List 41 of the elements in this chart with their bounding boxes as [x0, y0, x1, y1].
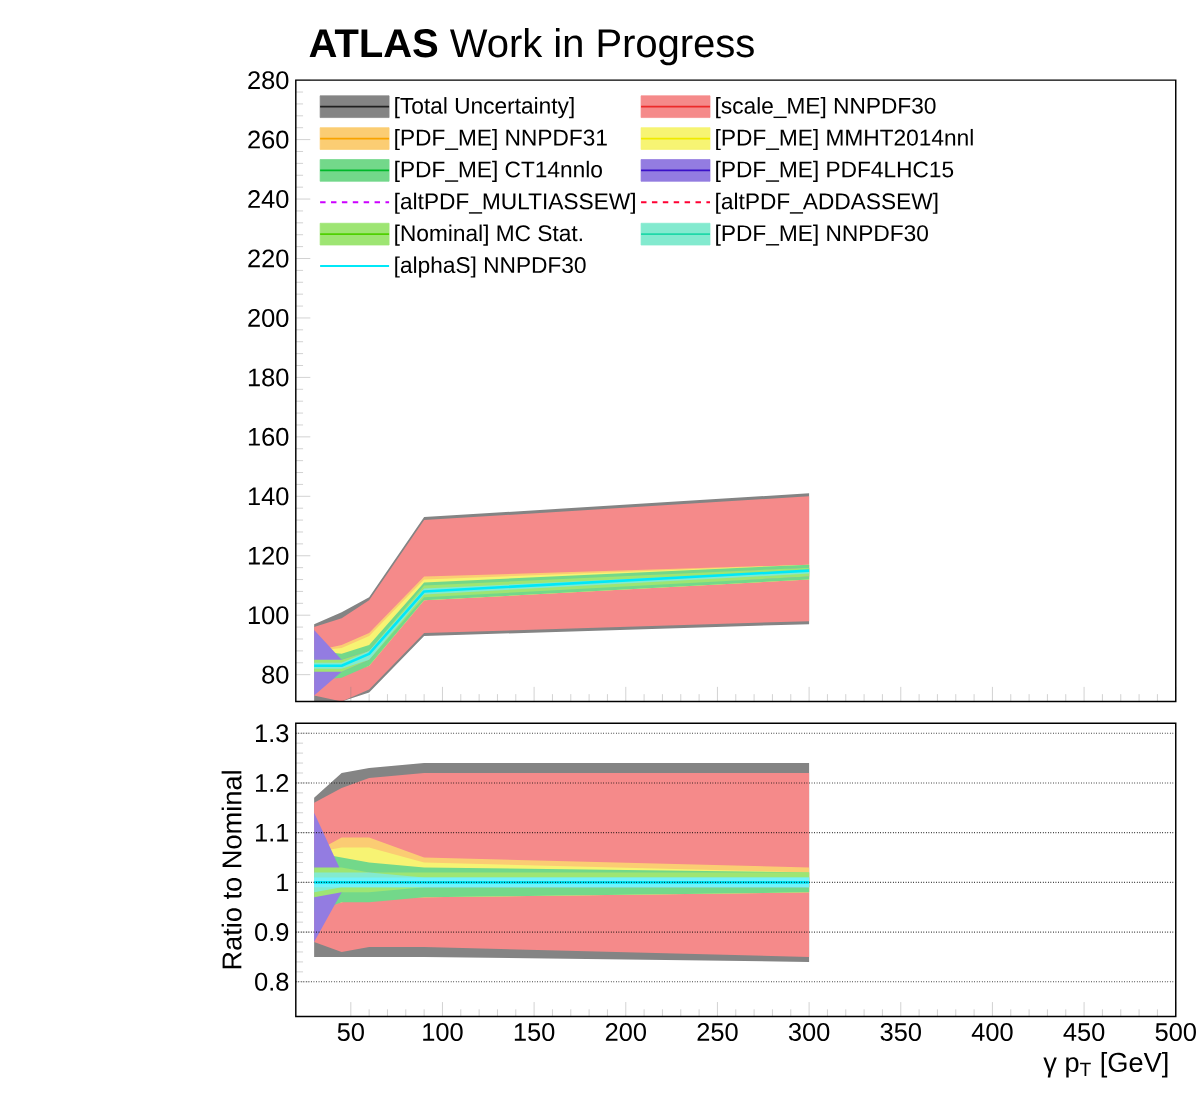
- x-tick-label: 100: [423, 1022, 463, 1041]
- y-tick-label: 0.9: [255, 923, 289, 942]
- x-axis-title: γ p$_{T}$ [GeV]: [1043, 1052, 1168, 1078]
- legend-label: [PDF_ME] NNPDF30: [716, 224, 928, 246]
- legend-label: [altPDF_MULTIASSEW]: [395, 192, 635, 214]
- y-tick-label: 280: [248, 71, 289, 90]
- y-tick-label: 1.1: [256, 823, 289, 842]
- y-axis-title: Ratio to Nominal: [221, 771, 242, 969]
- chart-title: ATLAS Work in Progress: [309, 27, 754, 66]
- x-tick-label: 50: [337, 1022, 364, 1041]
- y-tick-label: 0.8: [255, 972, 289, 991]
- x-tick-label: 250: [697, 1022, 738, 1041]
- x-tick-label: 150: [514, 1022, 555, 1041]
- x-tick-label: 350: [880, 1022, 921, 1041]
- y-tick-label: 100: [248, 606, 289, 625]
- x-tick-label: 400: [971, 1022, 1013, 1041]
- y-tick-label: 120: [248, 546, 289, 565]
- legend-label: [PDF_ME] PDF4LHC15: [716, 160, 954, 182]
- y-tick-label: 220: [248, 249, 289, 268]
- y-tick-label: 140: [248, 487, 289, 506]
- x-tick-label: 300: [788, 1022, 830, 1041]
- y-tick-label: 1.2: [256, 774, 289, 792]
- y-tick-label: 80: [262, 665, 289, 684]
- legend-label: [PDF_ME] NNPDF31: [395, 128, 607, 151]
- y-tick-label: 180: [248, 368, 289, 387]
- legend-label: [altPDF_ADDASSEW]: [716, 192, 938, 214]
- legend-label: [Total Uncertainty]: [395, 97, 574, 119]
- legend-label: [PDF_ME] CT14nnlo: [395, 160, 602, 182]
- x-tick-label: 200: [605, 1022, 646, 1041]
- y-tick-label: 1: [277, 873, 289, 892]
- legend-label: [alphaS] NNPDF30: [395, 256, 586, 278]
- y-tick-label: 240: [248, 189, 289, 209]
- y-tick-label: 200: [248, 308, 289, 327]
- y-tick-label: 1.3: [256, 724, 289, 743]
- legend-label: [scale_ME] NNPDF30: [716, 97, 936, 119]
- y-tick-label: 160: [248, 427, 289, 446]
- x-tick-label: 500: [1155, 1022, 1196, 1041]
- legend-label: [Nominal] MC Stat.: [395, 224, 582, 246]
- y-tick-label: 260: [248, 130, 289, 149]
- x-tick-label: 450: [1063, 1022, 1105, 1041]
- legend-label: [PDF_ME] MMHT2014nnl: [716, 128, 973, 151]
